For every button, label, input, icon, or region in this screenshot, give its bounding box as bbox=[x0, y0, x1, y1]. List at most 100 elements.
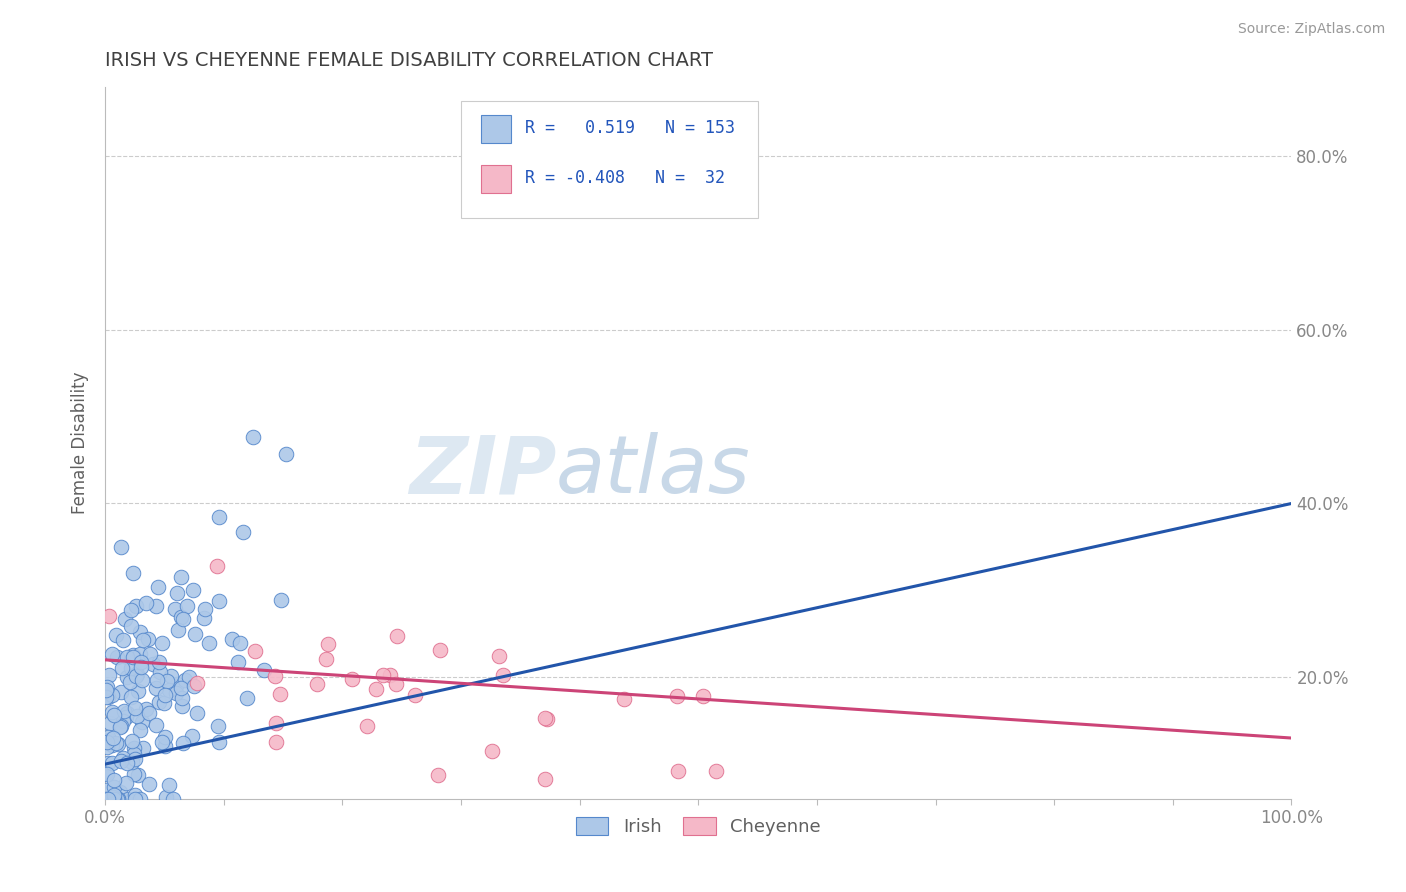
Point bbox=[103, 772, 125, 787]
FancyBboxPatch shape bbox=[481, 165, 510, 194]
Point bbox=[232, 524, 254, 539]
Point bbox=[96, 682, 118, 697]
Point bbox=[135, 596, 157, 610]
Point bbox=[138, 706, 160, 720]
Point bbox=[96, 680, 118, 694]
Point bbox=[115, 670, 138, 684]
Point bbox=[121, 566, 143, 581]
Point bbox=[318, 637, 340, 651]
Point bbox=[110, 754, 132, 768]
Point bbox=[96, 792, 118, 806]
Point bbox=[264, 735, 287, 749]
Point bbox=[429, 643, 451, 657]
Text: Source: ZipAtlas.com: Source: ZipAtlas.com bbox=[1237, 22, 1385, 37]
Point bbox=[148, 695, 170, 709]
Point bbox=[107, 792, 129, 806]
Point bbox=[103, 788, 125, 802]
Point bbox=[122, 649, 145, 664]
Point bbox=[101, 756, 124, 770]
Point bbox=[208, 593, 231, 607]
Point bbox=[110, 540, 132, 554]
Point bbox=[145, 718, 167, 732]
Point bbox=[170, 570, 193, 584]
Point bbox=[481, 744, 503, 758]
Point bbox=[205, 558, 228, 573]
Point bbox=[124, 788, 146, 802]
Point bbox=[97, 690, 120, 705]
Point bbox=[127, 683, 149, 698]
Point bbox=[170, 610, 193, 624]
Point bbox=[110, 684, 132, 698]
Point bbox=[276, 447, 298, 461]
Point bbox=[172, 736, 194, 750]
Text: R =   0.519   N = 153: R = 0.519 N = 153 bbox=[526, 119, 735, 136]
Point bbox=[105, 628, 128, 642]
Point bbox=[613, 691, 636, 706]
Point bbox=[253, 663, 276, 677]
Point bbox=[121, 755, 143, 769]
Point bbox=[120, 674, 142, 689]
Point bbox=[150, 636, 173, 650]
Point bbox=[132, 740, 155, 755]
Y-axis label: Female Disability: Female Disability bbox=[72, 371, 89, 514]
Point bbox=[131, 673, 153, 688]
Point bbox=[142, 657, 165, 672]
Point bbox=[110, 720, 132, 734]
Point bbox=[105, 792, 128, 806]
Point bbox=[117, 792, 139, 806]
Point bbox=[101, 688, 124, 702]
Point bbox=[125, 709, 148, 723]
Point bbox=[166, 586, 188, 600]
Point bbox=[488, 649, 510, 664]
Point bbox=[315, 652, 337, 666]
Point bbox=[135, 702, 157, 716]
Point bbox=[176, 599, 198, 614]
Point bbox=[155, 688, 177, 702]
Point bbox=[121, 648, 143, 662]
Point bbox=[96, 767, 118, 781]
Point bbox=[198, 636, 221, 650]
Point bbox=[229, 636, 252, 650]
Point bbox=[666, 689, 689, 703]
Point bbox=[138, 647, 160, 661]
Point bbox=[124, 752, 146, 766]
Point bbox=[127, 768, 149, 782]
Point bbox=[108, 785, 131, 799]
Point bbox=[183, 627, 205, 641]
Point bbox=[208, 735, 231, 749]
Point bbox=[96, 739, 118, 754]
Point bbox=[145, 599, 167, 613]
Point bbox=[136, 632, 159, 646]
Point bbox=[111, 714, 134, 728]
Point bbox=[111, 661, 134, 675]
Point bbox=[129, 647, 152, 661]
Point bbox=[153, 696, 176, 710]
Point bbox=[121, 734, 143, 748]
Point bbox=[115, 756, 138, 770]
Point bbox=[115, 776, 138, 790]
Point bbox=[120, 690, 142, 704]
Point bbox=[105, 650, 128, 665]
Point bbox=[193, 602, 215, 616]
Point bbox=[269, 687, 291, 701]
Point bbox=[534, 711, 557, 725]
Point bbox=[129, 792, 152, 806]
Point bbox=[97, 668, 120, 682]
Point bbox=[146, 580, 169, 594]
Point bbox=[692, 690, 714, 704]
Point bbox=[492, 668, 515, 682]
Point bbox=[129, 625, 152, 640]
Point bbox=[170, 681, 193, 695]
Point bbox=[159, 682, 181, 697]
Point bbox=[97, 756, 120, 770]
Point bbox=[404, 688, 426, 702]
Point bbox=[221, 632, 243, 647]
Point bbox=[704, 764, 727, 778]
Point bbox=[131, 715, 153, 730]
Point bbox=[226, 656, 249, 670]
Point bbox=[153, 730, 176, 744]
FancyBboxPatch shape bbox=[481, 115, 510, 144]
Point bbox=[364, 682, 387, 697]
Text: IRISH VS CHEYENNE FEMALE DISABILITY CORRELATION CHART: IRISH VS CHEYENNE FEMALE DISABILITY CORR… bbox=[105, 51, 713, 70]
Point bbox=[385, 629, 408, 643]
